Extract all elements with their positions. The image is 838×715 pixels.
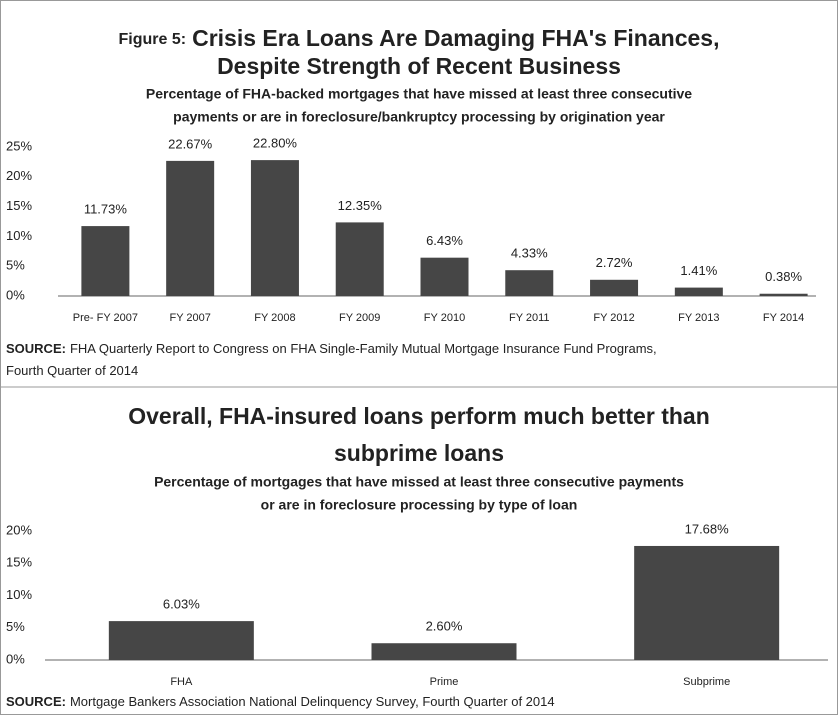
chart-title: subprime loans: [334, 440, 504, 466]
value-label: 17.68%: [685, 521, 730, 536]
source-text: FHA Quarterly Report to Congress on FHA …: [70, 341, 657, 356]
source-text: Fourth Quarter of 2014: [6, 363, 138, 378]
x-tick-label: FY 2009: [339, 312, 380, 324]
x-tick-label: FY 2012: [593, 312, 634, 324]
y-tick-label: 25%: [6, 138, 32, 153]
chart-subtitle: Percentage of FHA-backed mortgages that …: [146, 86, 692, 102]
chart-subtitle: payments or are in foreclosure/bankruptc…: [173, 109, 665, 125]
chart-title: Despite Strength of Recent Business: [217, 53, 621, 79]
value-label: 11.73%: [84, 202, 128, 217]
y-tick-label: 20%: [6, 168, 32, 183]
y-tick-label: 15%: [6, 198, 32, 213]
y-tick-label: 20%: [6, 522, 32, 537]
bar: [590, 279, 639, 296]
bar: [759, 293, 808, 296]
x-tick-label: Subprime: [683, 676, 730, 688]
bar: [505, 270, 554, 296]
value-label: 6.43%: [426, 233, 463, 248]
chart-title: Overall, FHA-insured loans perform much …: [128, 403, 710, 429]
value-label: 0.38%: [765, 269, 802, 284]
y-tick-label: 10%: [6, 228, 32, 243]
bar: [108, 621, 254, 660]
bar: [371, 643, 517, 660]
bar: [674, 287, 723, 296]
figure-label: Figure 5:: [119, 31, 187, 48]
x-tick-label: FY 2011: [509, 312, 550, 324]
y-tick-label: 10%: [6, 587, 32, 602]
value-label: 22.67%: [168, 136, 213, 151]
value-label: 6.03%: [163, 597, 200, 612]
bar: [335, 222, 384, 296]
value-label: 2.72%: [596, 255, 633, 270]
y-tick-label: 5%: [6, 619, 25, 634]
title-line: subprime loans: [334, 440, 504, 466]
source: SOURCE: FHA Quarterly Report to Congress …: [6, 341, 657, 356]
title-line: Overall, FHA-insured loans perform much …: [128, 403, 710, 429]
x-tick-label: FY 2014: [763, 312, 804, 324]
x-tick-label: Pre- FY 2007: [73, 312, 138, 324]
x-tick-label: FHA: [170, 676, 193, 688]
y-tick-label: 5%: [6, 258, 25, 273]
bar: [81, 226, 130, 296]
x-tick-label: Prime: [430, 676, 459, 688]
title-line: Crisis Era Loans Are Damaging FHA's Fina…: [192, 25, 719, 51]
bar: [166, 160, 215, 296]
source: Fourth Quarter of 2014: [6, 363, 138, 378]
value-label: 1.41%: [680, 263, 717, 278]
source-text: Mortgage Bankers Association National De…: [70, 694, 555, 709]
source-label: SOURCE:: [6, 341, 66, 356]
value-label: 12.35%: [338, 198, 383, 213]
x-tick-label: FY 2013: [678, 312, 719, 324]
value-label: 2.60%: [426, 619, 463, 634]
bar: [250, 160, 299, 296]
chart-subtitle: Percentage of mortgages that have missed…: [154, 474, 684, 490]
source: SOURCE: Mortgage Bankers Association Nati…: [6, 694, 555, 709]
value-label: 22.80%: [253, 136, 298, 151]
x-tick-label: FY 2010: [424, 312, 465, 324]
value-label: 4.33%: [511, 246, 548, 261]
title-line: Despite Strength of Recent Business: [217, 53, 621, 79]
y-tick-label: 15%: [6, 555, 32, 570]
chart-subtitle: or are in foreclosure processing by type…: [261, 497, 578, 513]
bar: [634, 545, 780, 660]
source-label: SOURCE:: [6, 694, 66, 709]
bar: [420, 257, 469, 296]
y-tick-label: 0%: [6, 287, 25, 302]
chart-title: Figure 5: Crisis Era Loans Are Damaging F…: [119, 25, 720, 51]
y-tick-label: 0%: [6, 651, 25, 666]
x-tick-label: FY 2007: [169, 312, 210, 324]
x-tick-label: FY 2008: [254, 312, 295, 324]
